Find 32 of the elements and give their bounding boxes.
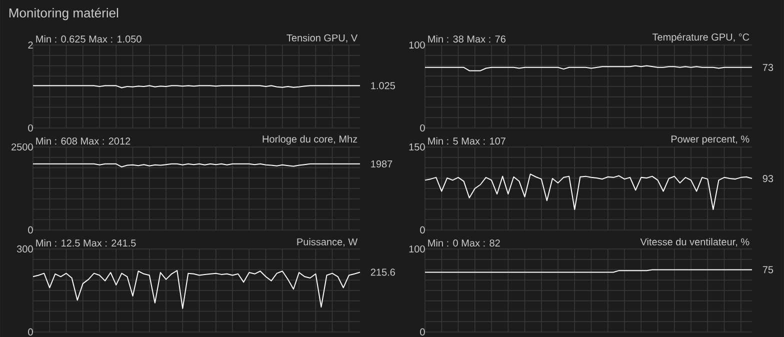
text: Min : 0 Max : 82 <box>428 239 500 247</box>
y-tick-label: 2500 <box>12 143 33 151</box>
chart-title: Puissance, W <box>297 238 358 247</box>
y-tick-label: 0 <box>420 328 425 336</box>
y-tick-label: 100 <box>409 245 425 253</box>
text: Min : 38 Max : 76 <box>428 35 506 43</box>
chart-title: Température GPU, °C <box>652 33 750 43</box>
text: 215.6 <box>370 268 395 276</box>
y-tick-label: 100 <box>409 41 425 49</box>
y-tick-label: 2 <box>28 41 33 48</box>
text: 1.025 <box>371 82 395 90</box>
y-tick-label: 0 <box>28 328 33 336</box>
text: 73 <box>762 64 774 71</box>
y-tick-label: 0 <box>28 226 33 234</box>
text: 93 <box>762 174 774 182</box>
chart-title: Tension GPU, V <box>286 34 358 43</box>
text: Min : 12.5 Max : 241.5 <box>36 239 136 247</box>
chart-title: Horloge du core, Mhz <box>262 135 358 145</box>
y-tick-label: 0 <box>28 124 33 132</box>
text: Min : 5 Max : 107 <box>428 137 506 145</box>
y-tick-label: 300 <box>16 245 33 253</box>
text: 75 <box>762 266 774 274</box>
y-tick-label: 0 <box>420 226 425 234</box>
line-series <box>424 174 752 210</box>
text: Monitoring matériel <box>9 8 118 20</box>
text: Min : 608 Max : 2012 <box>36 137 130 145</box>
y-tick-label: 150 <box>409 143 425 151</box>
chart-title: Power percent, % <box>671 136 750 145</box>
text: 1987 <box>371 160 392 168</box>
y-tick-label: 0 <box>420 124 425 132</box>
text: Min : 0.625 Max : 1.050 <box>36 35 142 43</box>
chart-title: Vitesse du ventilateur, % <box>640 238 750 247</box>
